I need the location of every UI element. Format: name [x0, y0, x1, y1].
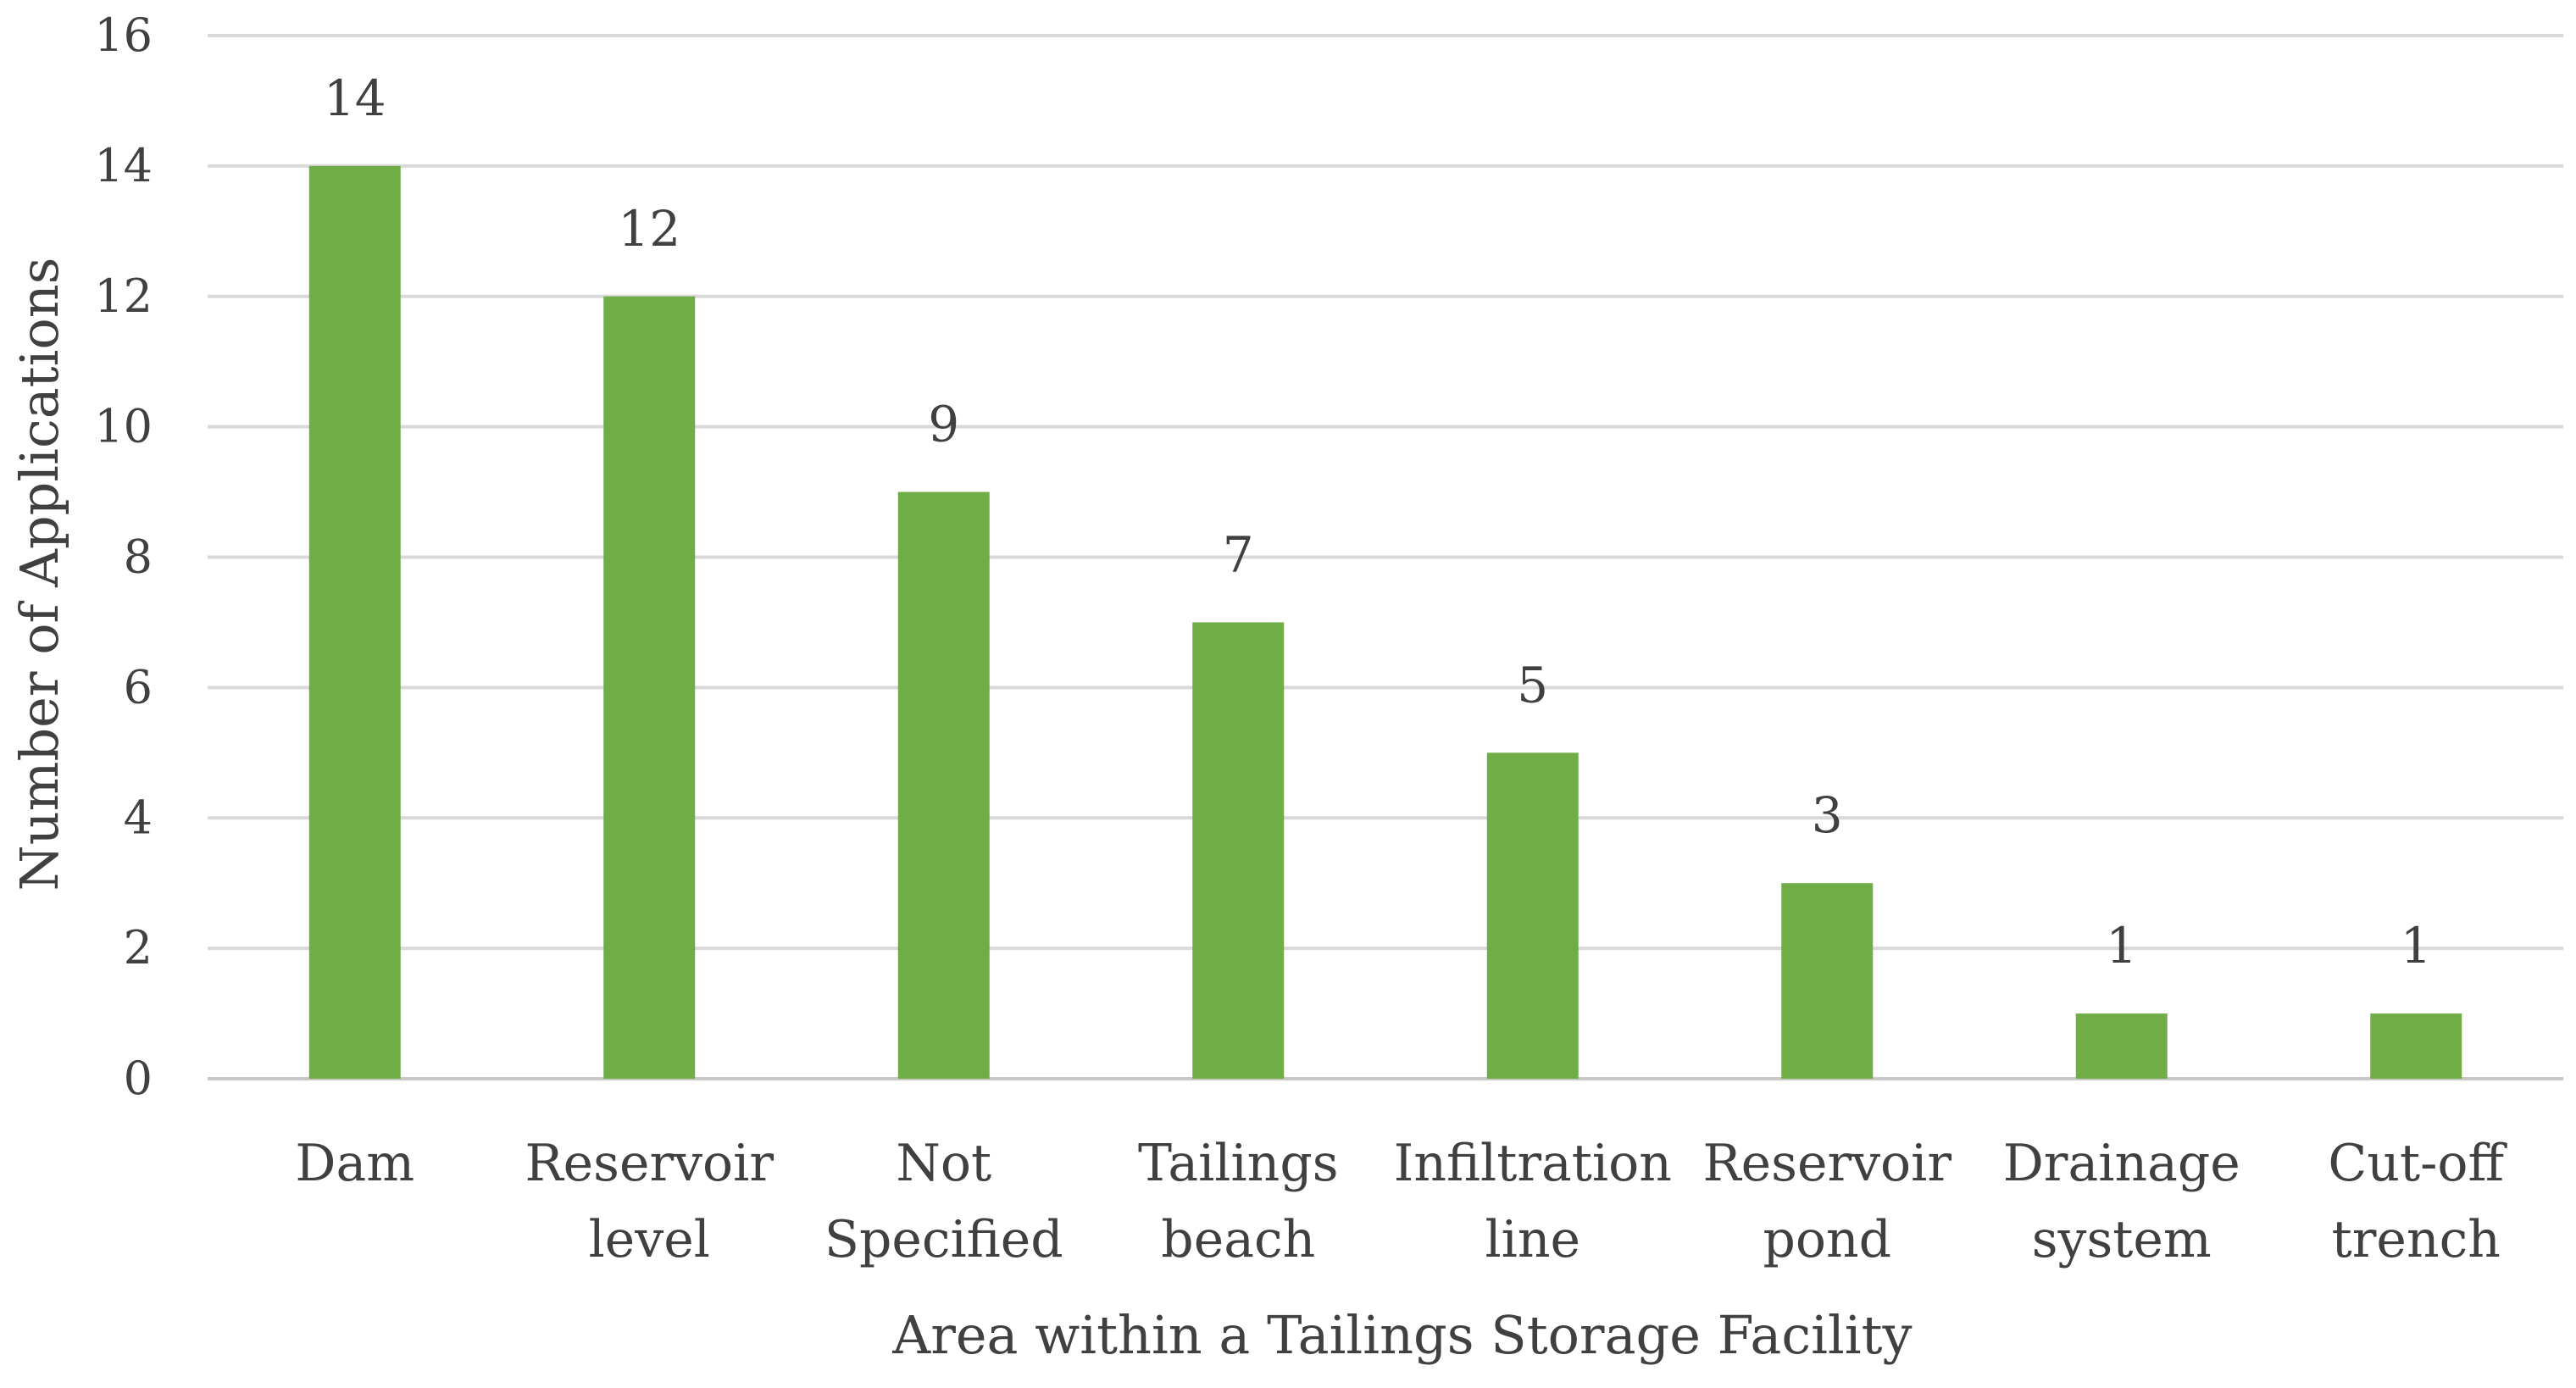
x-tick-label: Tailings: [1138, 1134, 1339, 1193]
data-label: 1: [2401, 917, 2432, 974]
y-tick-label: 8: [124, 530, 153, 584]
y-tick-label: 2: [124, 921, 153, 974]
data-label: 1: [2106, 917, 2137, 974]
y-axis-ticks: 0 2 4 6 8 10 12 14 16: [94, 8, 153, 1105]
bar: [308, 165, 401, 1079]
bar: [1781, 883, 1874, 1079]
data-label: 12: [618, 200, 680, 258]
bar: [603, 296, 696, 1079]
bars: [308, 165, 2462, 1079]
data-label: 14: [324, 69, 386, 127]
bar: [897, 491, 990, 1079]
x-tick-label: level: [589, 1210, 710, 1269]
x-tick-label: Reservoir: [525, 1134, 774, 1193]
y-tick-label: 12: [94, 269, 153, 323]
y-tick-label: 14: [94, 139, 153, 192]
x-tick-label: Dam: [295, 1134, 414, 1193]
data-label: 3: [1812, 786, 1843, 844]
bar: [1192, 622, 1285, 1079]
x-tick-label: pond: [1763, 1210, 1891, 1269]
x-axis-categories: Dam Reservoir level Not Specified Tailings bea…: [295, 1134, 2507, 1269]
bar: [1486, 752, 1579, 1079]
bar: [2075, 1013, 2168, 1079]
x-tick-label: system: [2032, 1210, 2212, 1269]
x-tick-label: Cut-off: [2328, 1134, 2507, 1193]
x-tick-label: line: [1485, 1210, 1580, 1269]
data-label: 5: [1517, 656, 1548, 713]
y-tick-label: 0: [124, 1052, 153, 1105]
y-axis-title: Number of Applications: [8, 258, 70, 891]
x-tick-label: Specified: [824, 1210, 1063, 1269]
x-tick-label: Reservoir: [1702, 1134, 1951, 1193]
y-tick-label: 10: [94, 400, 153, 453]
x-tick-label: beach: [1161, 1210, 1315, 1269]
x-axis-title: Area within a Tailings Storage Facility: [891, 1304, 1912, 1366]
data-label: 9: [928, 396, 959, 453]
x-tick-label: trench: [2332, 1210, 2501, 1269]
data-label: 7: [1223, 525, 1254, 583]
y-tick-label: 4: [124, 791, 153, 844]
y-tick-label: 16: [94, 8, 153, 62]
gridlines: [208, 34, 2563, 1080]
bar: [2370, 1013, 2462, 1079]
x-tick-label: Not: [896, 1134, 991, 1193]
y-tick-label: 6: [124, 660, 153, 713]
data-labels: 14 12 9 7 5 3 1 1: [324, 69, 2432, 974]
x-tick-label: Drainage: [2003, 1134, 2240, 1193]
x-tick-label: Infiltration: [1394, 1134, 1672, 1193]
